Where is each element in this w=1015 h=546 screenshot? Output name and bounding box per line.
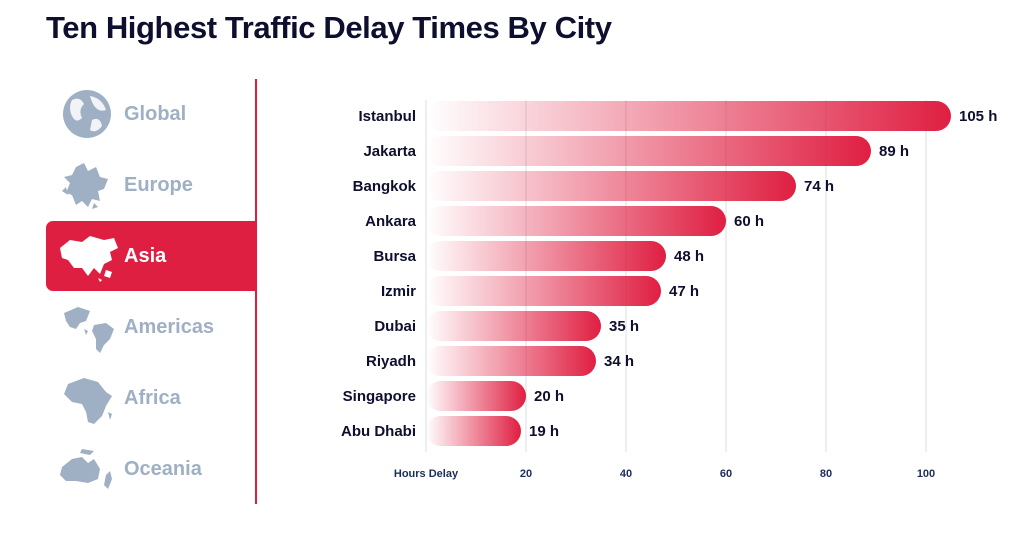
europe-map-icon [62, 163, 108, 209]
data-label: 34 h [604, 353, 634, 370]
bar [426, 136, 871, 166]
region-item-global[interactable]: Global [46, 79, 255, 149]
category-label: Singapore [343, 388, 416, 405]
x-axis-title: Hours Delay [394, 468, 459, 480]
category-label: Izmir [381, 283, 416, 300]
globe-icon [63, 90, 111, 138]
x-tick-label: 100 [917, 468, 935, 480]
region-label: Americas [124, 315, 215, 338]
bar [426, 276, 661, 306]
region-label: Oceania [124, 457, 202, 480]
category-label: Riyadh [366, 353, 416, 370]
bar [426, 346, 596, 376]
region-item-asia[interactable]: Asia [46, 221, 255, 291]
region-item-americas[interactable]: Americas [46, 292, 255, 362]
region-label: Africa [124, 386, 181, 409]
region-label: Europe [124, 173, 193, 196]
category-label: Abu Dhabi [341, 423, 416, 440]
category-label: Bursa [373, 248, 416, 265]
labels: 20 40 60 80 100 Hours Delay Istanbul 105 h Jakar… [341, 108, 997, 480]
bars [426, 101, 951, 446]
region-label: Asia [124, 244, 167, 267]
bar [426, 416, 521, 446]
region-divider [255, 79, 257, 504]
americas-map-icon [64, 307, 114, 353]
region-list: Global Europe Asia Americas Africa Oceania [46, 79, 256, 504]
x-tick-label: 20 [520, 468, 532, 480]
page-title: Ten Highest Traffic Delay Times By City [46, 10, 612, 45]
x-tick-label: 60 [720, 468, 732, 480]
x-tick-label: 80 [820, 468, 832, 480]
region-item-europe[interactable]: Europe [46, 150, 255, 220]
x-tick-label: 40 [620, 468, 632, 480]
oceania-map-icon [60, 449, 112, 489]
data-label: 48 h [674, 248, 704, 265]
asia-map-icon [60, 236, 118, 282]
data-label: 35 h [609, 318, 639, 335]
category-label: Jakarta [363, 143, 416, 160]
data-label: 89 h [879, 143, 909, 160]
bar [426, 171, 796, 201]
data-label: 74 h [804, 178, 834, 195]
bar [426, 101, 951, 131]
bar [426, 311, 601, 341]
region-item-oceania[interactable]: Oceania [46, 434, 255, 504]
data-label: 60 h [734, 213, 764, 230]
bar [426, 381, 526, 411]
africa-map-icon [64, 378, 112, 424]
data-label: 19 h [529, 423, 559, 440]
category-label: Ankara [365, 213, 417, 230]
bar [426, 241, 666, 271]
category-label: Dubai [374, 318, 416, 335]
category-label: Bangkok [353, 178, 417, 195]
region-item-africa[interactable]: Africa [46, 363, 255, 433]
category-label: Istanbul [358, 108, 416, 125]
data-label: 20 h [534, 388, 564, 405]
region-label: Global [124, 102, 187, 125]
bar [426, 206, 726, 236]
data-label: 105 h [959, 108, 997, 125]
data-label: 47 h [669, 283, 699, 300]
